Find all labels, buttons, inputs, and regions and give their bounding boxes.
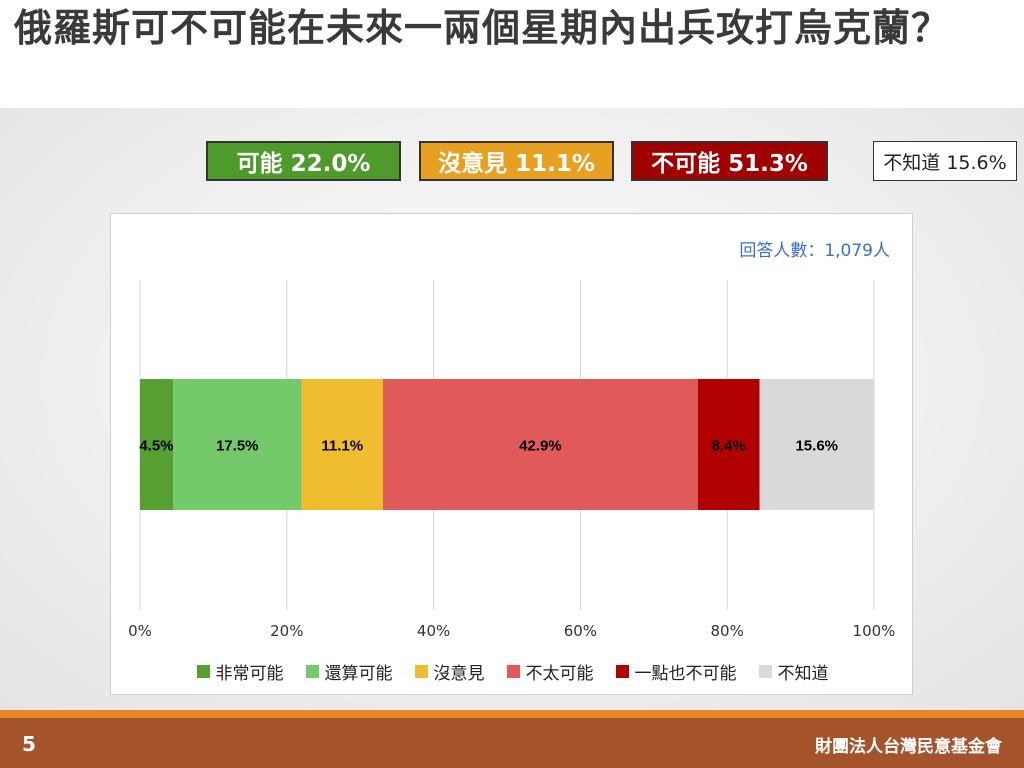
x-tick-label: 0% bbox=[128, 622, 152, 640]
bar-segment bbox=[173, 379, 302, 510]
chart-panel: 回答人數：1,079人 0% 20% 40% 60% 80% 100% 4.5% 17.5% 1… bbox=[110, 213, 913, 695]
x-tick-label: 100% bbox=[853, 622, 896, 640]
bar-segment bbox=[697, 379, 760, 510]
footer-bar: 5 財團法人台灣民意基金會 bbox=[0, 718, 1024, 768]
summary-possible-box: 可能 22.0% bbox=[206, 141, 401, 181]
summary-no-opinion-box: 沒意見 11.1% bbox=[419, 141, 614, 181]
legend-label: 還算可能 bbox=[324, 664, 393, 684]
organization-name: 財團法人台灣民意基金會 bbox=[815, 737, 1002, 757]
legend-swatch bbox=[506, 665, 520, 678]
x-tick-label: 80% bbox=[711, 622, 744, 640]
legend-item: 不太可能 bbox=[506, 659, 594, 684]
data-label: 17.5% bbox=[216, 438, 259, 455]
bar-segment bbox=[140, 379, 174, 510]
legend-item: 還算可能 bbox=[305, 659, 393, 684]
legend-label: 不知道 bbox=[777, 664, 829, 684]
legend-swatch bbox=[615, 665, 629, 678]
title-band: 俄羅斯可不可能在未來一兩個星期內出兵攻打烏克蘭？ bbox=[0, 0, 1024, 108]
x-tick-label: 60% bbox=[564, 622, 597, 640]
footer-accent-strip bbox=[0, 710, 1024, 718]
data-label: 15.6% bbox=[795, 438, 838, 455]
data-label: 11.1% bbox=[321, 438, 363, 455]
x-tick-label: 40% bbox=[417, 622, 450, 640]
data-label: 8.4% bbox=[712, 438, 746, 455]
legend-item: 沒意見 bbox=[414, 659, 485, 684]
legend-item: 非常可能 bbox=[196, 659, 284, 684]
legend-item: 一點也不可能 bbox=[615, 659, 737, 684]
bar-segment bbox=[382, 379, 698, 510]
summary-impossible-box: 不可能 51.3% bbox=[631, 141, 828, 181]
legend-swatch bbox=[305, 665, 319, 678]
legend-swatch bbox=[758, 665, 772, 678]
legend-swatch bbox=[414, 665, 428, 678]
data-label: 4.5% bbox=[139, 438, 173, 455]
summary-unknown-box: 不知道 15.6% bbox=[873, 141, 1017, 181]
data-label: 42.9% bbox=[519, 438, 562, 455]
page-number: 5 bbox=[22, 732, 36, 756]
slide-title: 俄羅斯可不可能在未來一兩個星期內出兵攻打烏克蘭？ bbox=[14, 6, 951, 50]
legend-label: 沒意見 bbox=[433, 664, 485, 684]
chart-legend: 非常可能 還算可能 沒意見 不太可能 一點也不可能 不知道 bbox=[111, 659, 914, 684]
legend-label: 一點也不可能 bbox=[634, 664, 737, 684]
bar-segment bbox=[759, 379, 874, 510]
legend-item: 不知道 bbox=[758, 659, 829, 684]
respondent-count: 回答人數：1,079人 bbox=[739, 241, 890, 261]
legend-swatch bbox=[196, 665, 210, 678]
bar-segment bbox=[301, 379, 383, 510]
stacked-bar-chart: 0% 20% 40% 60% 80% 100% 4.5% 17.5% 11.1% 42.9% 8.4… bbox=[128, 280, 896, 640]
x-tick-label: 20% bbox=[270, 622, 303, 640]
legend-label: 不太可能 bbox=[525, 664, 594, 684]
legend-label: 非常可能 bbox=[215, 664, 284, 684]
